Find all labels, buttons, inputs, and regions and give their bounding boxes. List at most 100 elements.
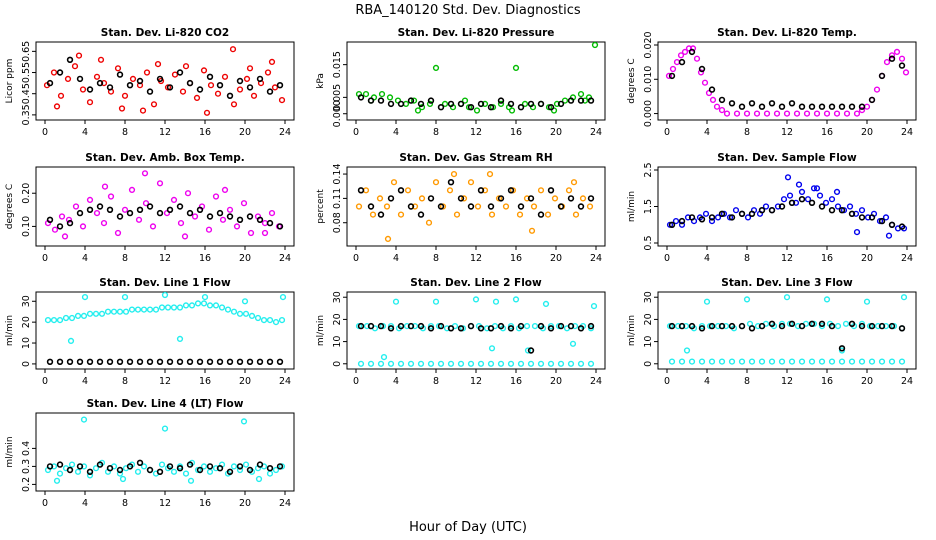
daily-point [128, 186, 136, 194]
daily-point [858, 320, 866, 327]
hourly-point [236, 358, 244, 365]
daily-point [900, 294, 908, 301]
hourly-point [357, 94, 365, 101]
hourly-point [748, 210, 756, 218]
daily-point [143, 69, 151, 76]
hourly-point [838, 345, 846, 352]
daily-point [182, 63, 190, 70]
daily-point [65, 216, 73, 223]
daily-point [858, 207, 866, 214]
x-tick-label: 4 [393, 253, 399, 264]
daily-point [149, 223, 157, 230]
daily-point [229, 46, 237, 53]
daily-point [387, 360, 395, 367]
daily-point [733, 110, 741, 117]
daily-point [467, 179, 475, 186]
hourly-point [688, 322, 696, 330]
daily-point [669, 65, 677, 73]
daily-point [427, 323, 435, 330]
daily-point [570, 179, 578, 186]
x-tick-label: 16 [510, 127, 522, 138]
hourly-point [46, 358, 54, 365]
daily-point [118, 105, 126, 112]
hourly-point [206, 73, 214, 81]
daily-point [176, 304, 184, 311]
hourly-point [206, 358, 214, 365]
hourly-point [236, 463, 244, 470]
daily-point [233, 223, 241, 230]
daily-point [783, 294, 791, 301]
daily-point [846, 203, 854, 210]
daily-point [80, 463, 88, 470]
hourly-point [457, 195, 465, 202]
daily-point [380, 354, 388, 361]
hourly-point [236, 216, 244, 224]
daily-point [128, 306, 136, 313]
daily-point [858, 358, 866, 365]
daily-point [738, 358, 746, 365]
hourly-point [828, 207, 836, 214]
x-tick-label: 24 [901, 127, 913, 138]
daily-point [472, 296, 480, 303]
panel-title: Stan. Dev. Gas Stream RH [399, 152, 552, 164]
daily-point [414, 107, 422, 114]
daily-point [260, 317, 268, 324]
hourly-point [367, 203, 375, 210]
daily-point [50, 463, 58, 470]
daily-point [447, 360, 455, 367]
hourly-point [828, 103, 836, 110]
y-tick-label: 20 [643, 313, 654, 325]
daily-point [53, 103, 61, 110]
y-tick-label: 0.65 [21, 41, 32, 62]
daily-series [44, 416, 286, 484]
panel-1: Stan. Dev. Li-820 CO2 0 4 8 12 16 20 24 0.350.45… [5, 27, 295, 138]
daily-point [404, 187, 412, 194]
daily-point [266, 317, 274, 324]
daily-point [139, 107, 147, 114]
daily-point [246, 65, 254, 72]
x-tick-label: 4 [82, 253, 88, 264]
daily-point [461, 97, 469, 104]
daily-point [206, 468, 214, 475]
daily-point [179, 88, 187, 95]
y-tick-label: 20 [332, 313, 343, 325]
hourly-point [517, 103, 525, 111]
daily-point [703, 298, 711, 305]
hourly-point [497, 97, 505, 104]
panel-title: Stan. Dev. Li-820 CO2 [101, 27, 229, 39]
x-tick-label: 4 [704, 127, 710, 138]
hourly-point [678, 58, 686, 66]
daily-point [140, 463, 148, 470]
daily-point [714, 214, 722, 221]
hourly-point [768, 320, 776, 327]
daily-point [181, 233, 189, 240]
hourly-point [547, 325, 555, 332]
hourly-point [367, 97, 375, 104]
daily-point [170, 468, 178, 475]
hourly-point [868, 322, 876, 330]
x-tick-label: 8 [744, 127, 750, 138]
daily-point [362, 187, 370, 194]
hourly-point [457, 325, 465, 332]
hourly-point [708, 322, 716, 330]
daily-point [230, 101, 238, 108]
hourly-point [116, 213, 124, 220]
hourly-point [567, 322, 575, 330]
x-tick-label: 4 [393, 376, 399, 387]
hourly-point [507, 100, 515, 108]
daily-point [497, 360, 505, 367]
daily-point [590, 303, 598, 310]
daily-point [68, 461, 76, 468]
daily-point [682, 323, 690, 330]
daily-point [116, 470, 124, 477]
hourly-point [567, 97, 575, 104]
daily-point [863, 103, 871, 110]
x-tick-label: 4 [704, 376, 710, 387]
hourly-point [577, 203, 585, 210]
daily-point [537, 187, 545, 194]
y-tick-label: 0.015 [332, 51, 343, 78]
daily-point [783, 110, 791, 117]
daily-point [688, 358, 696, 365]
x-tick-label: 24 [279, 498, 291, 509]
daily-point [417, 360, 425, 367]
